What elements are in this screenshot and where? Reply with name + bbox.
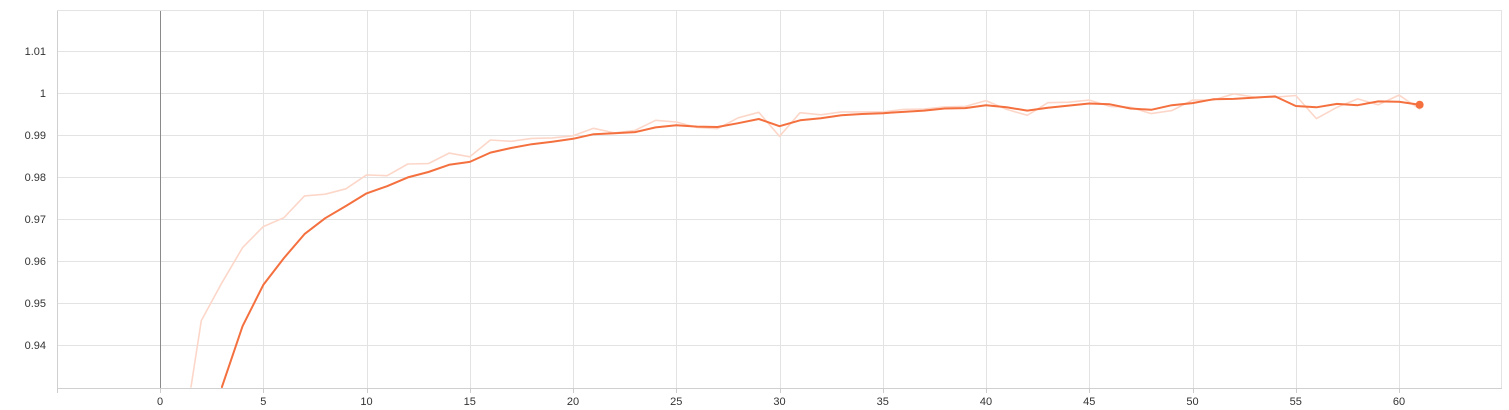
x-tick-label: 45 (1083, 396, 1095, 408)
y-tick-label: 0.99 (25, 130, 46, 142)
smoothed-series-line (220, 95, 1421, 388)
y-tick-label: 1 (40, 88, 46, 100)
x-tick-label: 5 (260, 396, 266, 408)
y-tick-label: 0.94 (25, 340, 46, 352)
series (190, 93, 1424, 388)
grid (57, 10, 1502, 388)
tick-labels: 0 5 10 15 20 25 30 35 40 45 50 55 60 0.94 0.95 0.96 0.97… (25, 46, 1406, 408)
x-tick-label: 55 (1290, 396, 1302, 408)
y-tick-label: 1.01 (25, 46, 46, 58)
x-tick-label: 50 (1186, 396, 1198, 408)
x-tick-label: 60 (1393, 396, 1405, 408)
x-tick-label: 30 (773, 396, 785, 408)
y-tick-label: 0.96 (25, 256, 46, 268)
series-endpoint-marker (1415, 100, 1424, 109)
y-tick-label: 0.95 (25, 298, 46, 310)
x-tick-label: 0 (157, 396, 163, 408)
raw-series-line (190, 93, 1421, 388)
x-tick-label: 20 (567, 396, 579, 408)
axes (57, 10, 1502, 393)
x-tick-label: 40 (980, 396, 992, 408)
x-tick-label: 35 (877, 396, 889, 408)
x-tick-label: 15 (464, 396, 476, 408)
y-tick-label: 0.97 (25, 214, 46, 226)
x-tick-label: 25 (670, 396, 682, 408)
x-tick-label: 10 (360, 396, 372, 408)
y-tick-label: 0.98 (25, 172, 46, 184)
